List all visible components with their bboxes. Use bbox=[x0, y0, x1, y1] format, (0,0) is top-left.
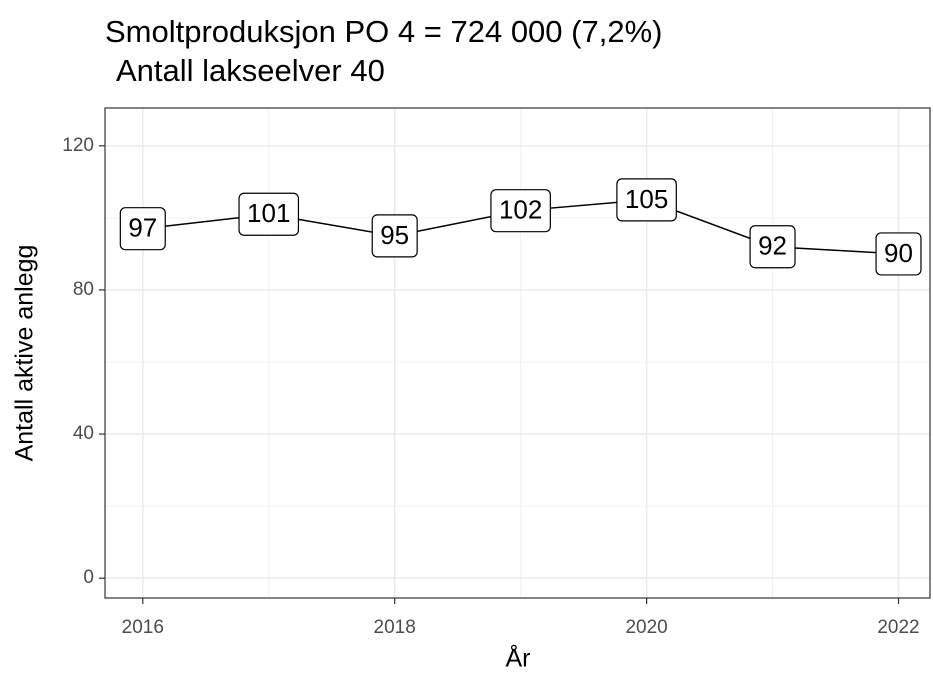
data-label-text: 92 bbox=[758, 231, 787, 261]
data-label-text: 95 bbox=[380, 220, 409, 250]
data-label-box bbox=[119, 207, 166, 251]
data-label: 92 bbox=[749, 225, 796, 269]
data-label: 97 bbox=[119, 207, 166, 251]
data-label-text: 97 bbox=[128, 213, 157, 243]
data-label-box bbox=[875, 232, 922, 276]
data-label-box bbox=[616, 178, 677, 222]
data-label: 101 bbox=[238, 192, 300, 236]
chart-subtitle: Antall lakseelver 40 bbox=[116, 53, 385, 88]
data-label-text: 101 bbox=[247, 198, 290, 228]
data-label-box bbox=[238, 192, 300, 236]
chart-title: Smoltproduksjon PO 4 = 724 000 (7,2%) bbox=[105, 14, 662, 49]
data-label-box bbox=[490, 189, 551, 233]
data-label-box bbox=[749, 225, 796, 269]
data-label-text: 90 bbox=[884, 238, 913, 268]
x-tick-label: 2018 bbox=[374, 617, 416, 638]
data-label-text: 102 bbox=[499, 195, 542, 225]
data-label: 95 bbox=[371, 214, 418, 258]
x-tick-label: 2020 bbox=[625, 617, 667, 638]
panel-border bbox=[104, 107, 931, 599]
x-tick-label: 2016 bbox=[122, 617, 164, 638]
data-label-box bbox=[371, 214, 418, 258]
y-tick-label: 0 bbox=[83, 567, 94, 588]
x-tick-label: 2022 bbox=[877, 617, 919, 638]
y-tick-label: 80 bbox=[73, 279, 94, 300]
y-tick-label: 40 bbox=[73, 423, 94, 444]
data-label: 102 bbox=[490, 189, 551, 233]
x-axis-title: År bbox=[506, 643, 531, 673]
data-label: 90 bbox=[875, 232, 922, 276]
y-tick-label: 120 bbox=[62, 135, 94, 156]
data-label-text: 105 bbox=[625, 184, 668, 214]
y-axis-title: Antall aktive anlegg bbox=[11, 245, 39, 462]
data-label: 105 bbox=[616, 178, 677, 222]
